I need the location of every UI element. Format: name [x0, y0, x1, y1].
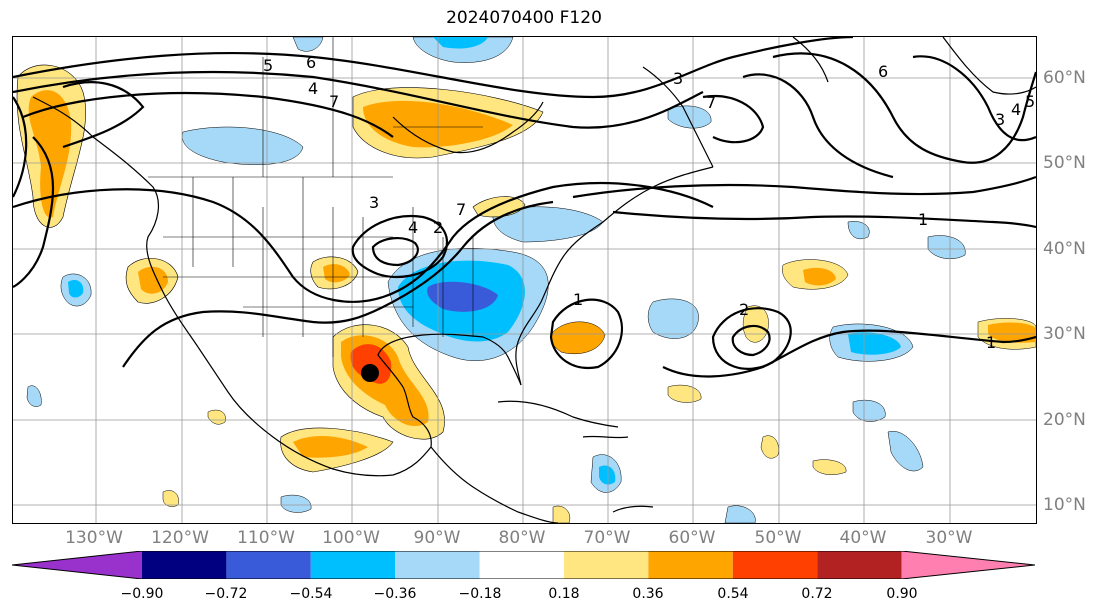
colorbar-segment: [142, 551, 227, 579]
contour-label: 2: [739, 300, 749, 319]
contour-label: 6: [306, 53, 316, 72]
colorbar-segment: [226, 551, 311, 579]
contour-label: 4: [408, 218, 418, 237]
contour-label: 2: [433, 218, 443, 237]
storm-center-marker: [361, 364, 379, 382]
contour-label: 4: [1011, 100, 1021, 119]
contour-label: 6: [878, 62, 888, 81]
contour-label: 7: [329, 92, 339, 111]
lon-label: 30°W: [925, 528, 973, 548]
contour-label: 3: [995, 110, 1005, 129]
contour-label: 4: [308, 79, 318, 98]
contour-label: 5: [1025, 92, 1035, 111]
colorbar-tick: −0.54: [289, 586, 333, 602]
colorbar-segment: [648, 551, 733, 579]
contour-label: 1: [918, 210, 928, 229]
lon-label: 60°W: [668, 528, 716, 548]
colorbar-segment: [732, 551, 818, 579]
lon-label: 50°W: [754, 528, 802, 548]
lat-label: 10°N: [1043, 495, 1086, 515]
map-title: 2024070400 F120: [446, 8, 602, 28]
colorbar-segment: [310, 551, 396, 579]
colorbar-tick: 0.36: [632, 586, 664, 602]
colorbar-tick: 0.54: [717, 586, 749, 602]
lat-label: 30°N: [1043, 324, 1086, 344]
contour-label: 1: [573, 290, 583, 309]
colorbar-tick: −0.36: [373, 586, 417, 602]
lon-label: 90°W: [413, 528, 461, 548]
colorbar-tick: −0.18: [458, 586, 502, 602]
lon-label: 40°W: [839, 528, 887, 548]
contour-label-group: 5 6 4 7 3 4 2 7 3 7 6 3 4 5 1 1 2 1: [263, 53, 1035, 352]
colorbar: [12, 551, 1035, 579]
height-contours: [13, 37, 1036, 378]
contour-label: 5: [263, 56, 273, 75]
lat-label: 60°N: [1043, 68, 1086, 88]
colorbar-segment: [395, 551, 480, 579]
lon-label: 80°W: [498, 528, 546, 548]
contour-label: 7: [456, 200, 466, 219]
contour-label: 3: [369, 193, 379, 212]
lon-label: 70°W: [583, 528, 631, 548]
colorbar-segment: [901, 551, 1035, 579]
colorbar-segment: [564, 551, 649, 579]
lat-label: 50°N: [1043, 153, 1086, 173]
lon-label: 110°W: [237, 528, 295, 548]
lon-label: 120°W: [151, 528, 209, 548]
lat-label: 20°N: [1043, 410, 1086, 430]
contour-label: 3: [673, 69, 683, 88]
lat-label: 40°N: [1043, 239, 1086, 259]
lon-label: 100°W: [322, 528, 380, 548]
colorbar-segment: [817, 551, 902, 579]
political-borders: [148, 37, 483, 357]
map-panel: 5 6 4 7 3 4 2 7 3 7 6 3 4 5 1 1 2 1: [12, 36, 1037, 524]
colorbar-tick: 0.72: [801, 586, 833, 602]
colorbar-tick: −0.90: [120, 586, 164, 602]
colorbar-tick: 0.90: [886, 586, 918, 602]
colorbar-segment: [12, 551, 142, 579]
contour-label: 7: [706, 93, 716, 112]
lon-label: 130°W: [65, 528, 123, 548]
colorbar-tick: −0.72: [204, 586, 248, 602]
colorbar-segment: [479, 551, 564, 579]
contour-label: 1: [986, 333, 996, 352]
colorbar-tick: 0.18: [548, 586, 580, 602]
anomaly-shading: [16, 37, 1036, 523]
weather-map: 5 6 4 7 3 4 2 7 3 7 6 3 4 5 1 1 2 1: [13, 37, 1036, 523]
